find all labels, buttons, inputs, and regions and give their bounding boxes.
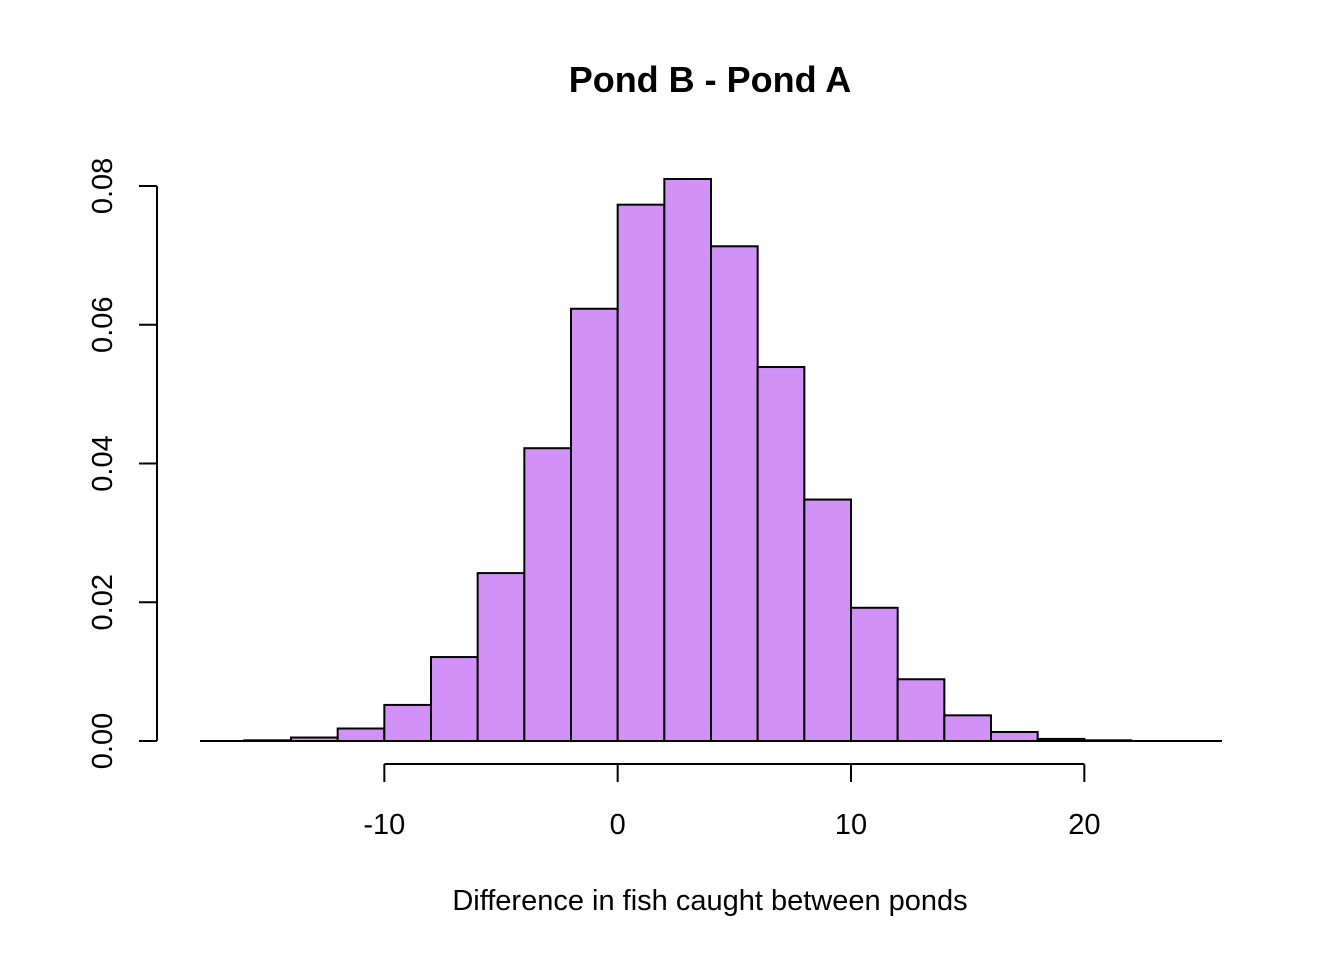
bars-group xyxy=(200,178,1222,743)
histogram-bar xyxy=(616,203,666,742)
histogram-bar xyxy=(523,447,572,742)
y-tick-label: 0.04 xyxy=(87,435,119,491)
histogram-bar xyxy=(570,307,619,742)
histogram-bar xyxy=(710,245,759,742)
y-tick-label: 0.08 xyxy=(87,158,119,214)
x-axis: -10 0 10 20 xyxy=(363,763,1100,841)
histogram-bar xyxy=(383,703,433,742)
histogram-bar xyxy=(336,727,386,742)
x-tick-label: 10 xyxy=(835,809,867,841)
x-axis-label: Difference in fish caught between ponds xyxy=(452,885,967,917)
histogram-bar xyxy=(756,366,806,742)
chart-title: Pond B - Pond A xyxy=(569,59,852,100)
histogram-bar xyxy=(896,678,946,743)
histogram-bar xyxy=(850,606,899,742)
histogram-bar xyxy=(943,714,992,742)
histogram-bar xyxy=(476,572,526,742)
histogram-bar xyxy=(663,178,712,742)
y-tick-label: 0.00 xyxy=(87,713,119,769)
histogram-bar xyxy=(803,498,852,743)
x-tick-label: 20 xyxy=(1068,809,1100,841)
x-tick-label: 0 xyxy=(610,809,626,841)
y-tick-label: 0.06 xyxy=(87,296,119,352)
histogram-bar xyxy=(430,656,479,743)
histogram-bar xyxy=(990,730,1039,742)
y-tick-label: 0.02 xyxy=(87,574,119,630)
y-axis: 0.00 0.02 0.04 0.06 0.08 xyxy=(87,158,158,769)
x-tick-label: -10 xyxy=(363,809,405,841)
